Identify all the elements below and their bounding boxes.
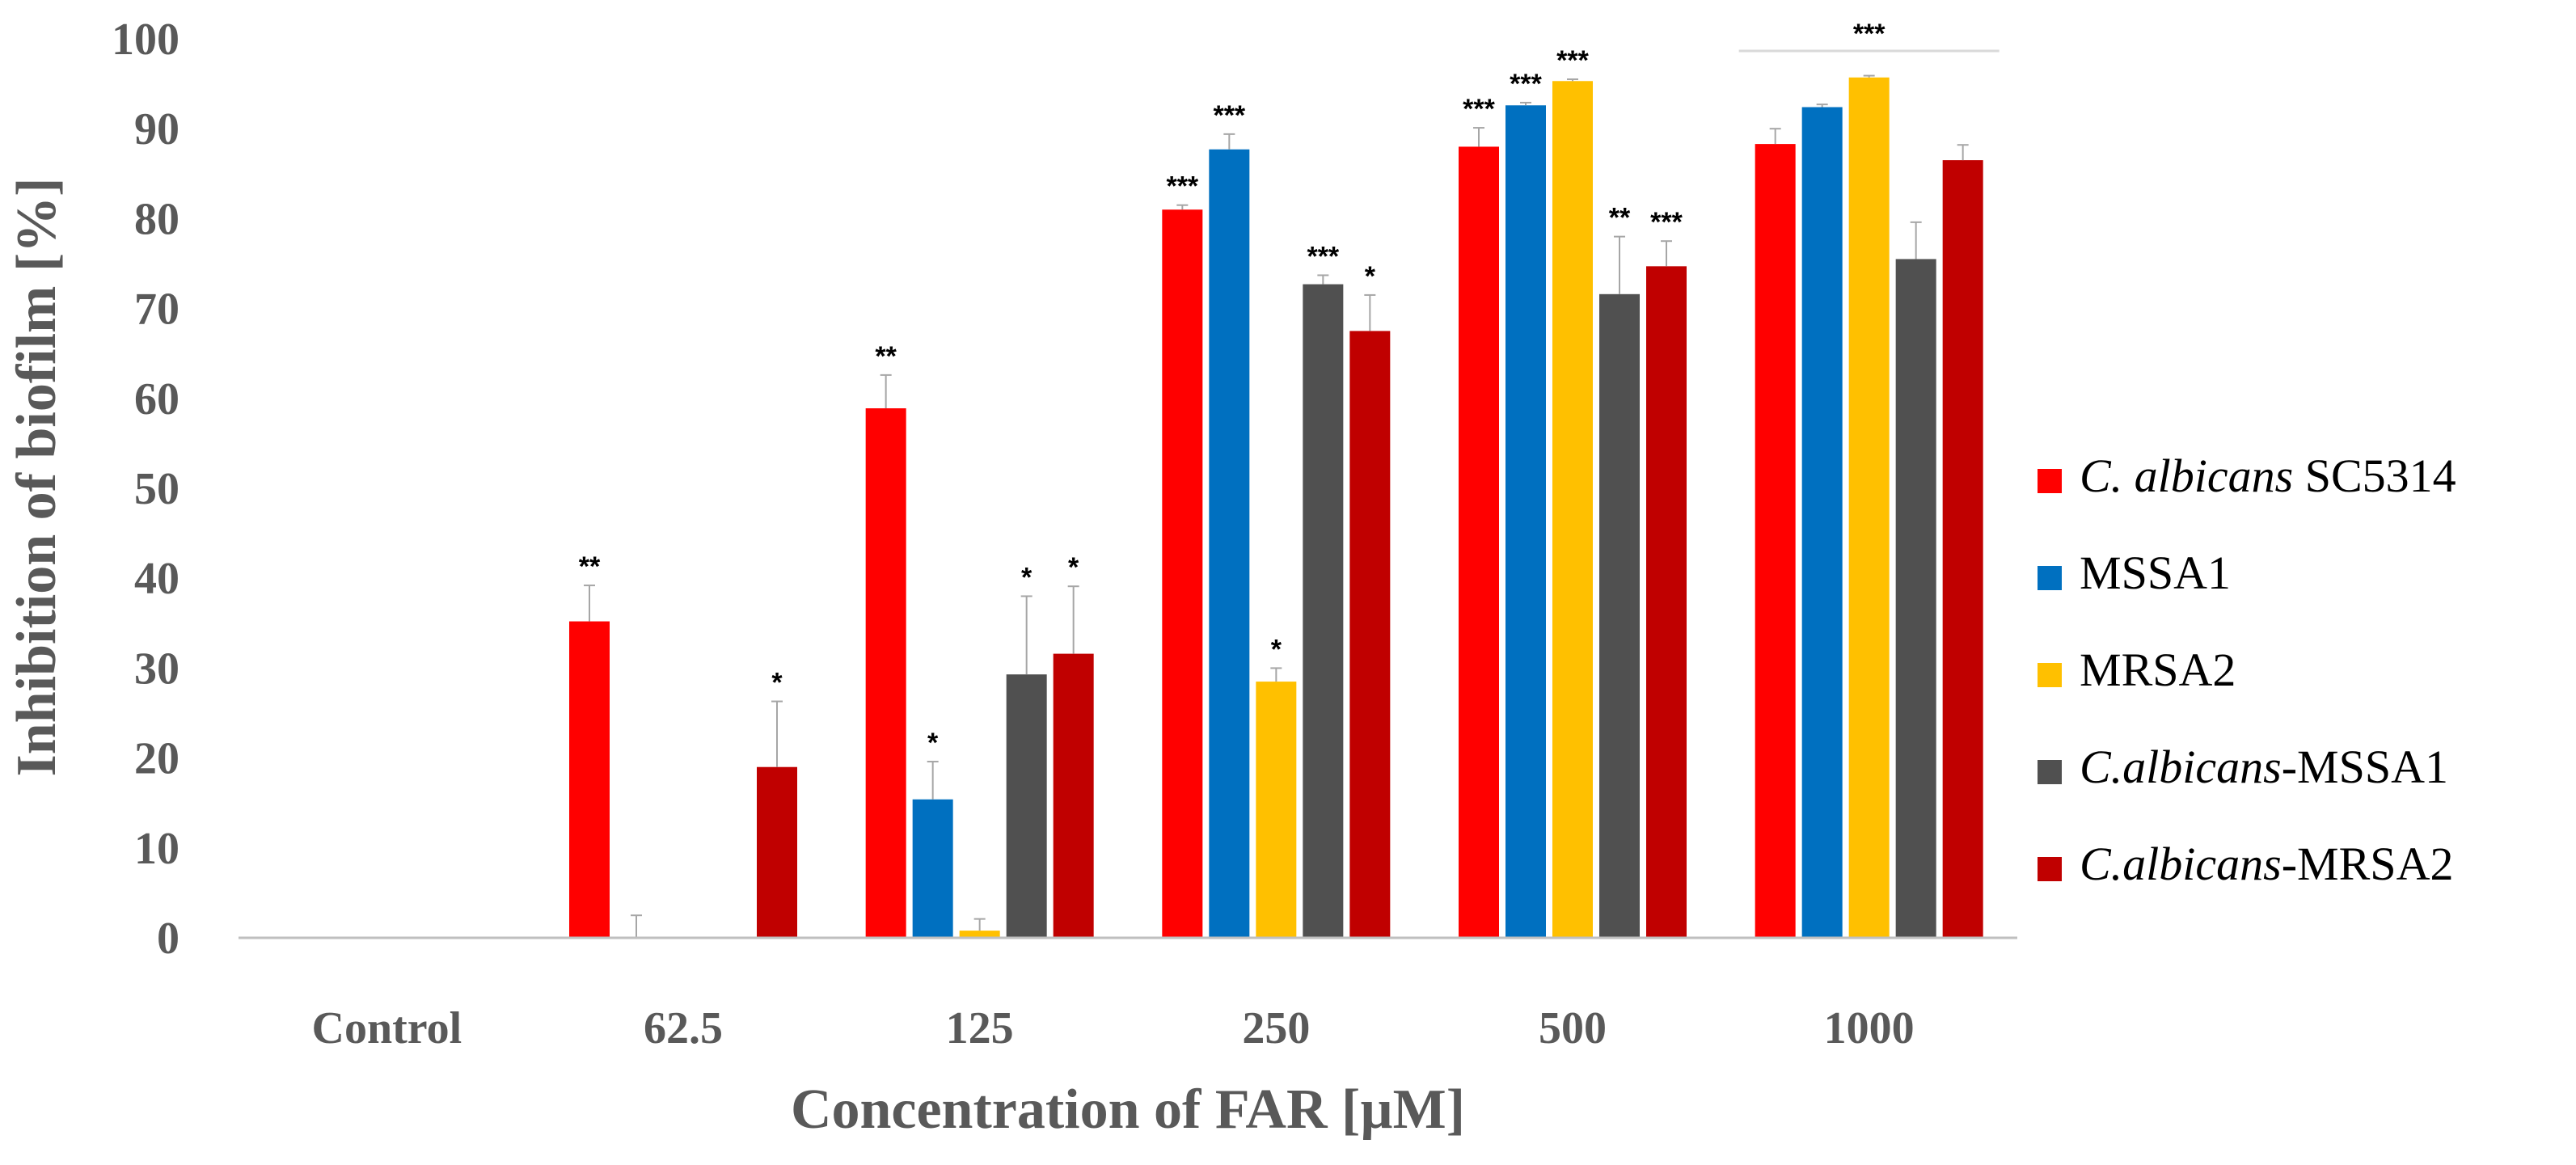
significance-label: * <box>927 728 939 758</box>
bar <box>1162 209 1203 938</box>
legend-label-italic: C. albicans <box>2080 450 2293 502</box>
y-tick-label: 80 <box>134 194 179 244</box>
legend-label-text: MSSA1 <box>2080 547 2231 599</box>
y-tick-label: 30 <box>134 644 179 694</box>
error-bars <box>584 74 1969 938</box>
significance-label: * <box>1068 552 1079 583</box>
bars <box>569 77 1983 939</box>
bar <box>1505 105 1546 939</box>
significance-label: ** <box>1609 203 1631 234</box>
significance-label: ** <box>579 551 601 582</box>
bar <box>1895 259 1936 938</box>
y-tick-label: 0 <box>157 914 179 964</box>
y-axis-title: Inhibition of biofilm [%] <box>6 178 68 777</box>
y-tick-label: 10 <box>134 824 179 874</box>
legend-swatch <box>2038 857 2062 881</box>
x-tick-label: 1000 <box>1824 1003 1915 1053</box>
y-tick-label: 50 <box>134 464 179 514</box>
bar <box>1459 146 1499 938</box>
y-tick-label: 60 <box>134 374 179 424</box>
bar <box>1349 331 1391 938</box>
significance-label: *** <box>1650 207 1683 238</box>
y-axis-ticks: 0 10 20 30 40 50 60 70 80 90 100 <box>112 15 179 964</box>
bar <box>1599 293 1640 939</box>
bar <box>1848 77 1890 938</box>
x-axis-tick-labels: Control 62.5 125 250 500 1000 <box>312 1003 1915 1053</box>
significance-label: *** <box>1213 100 1245 131</box>
legend-label-text: MRSA2 <box>2080 644 2236 696</box>
bar <box>1755 144 1796 938</box>
significance-label: *** <box>1510 69 1542 99</box>
significance-label: * <box>1271 634 1282 665</box>
significance-label: * <box>771 668 783 699</box>
legend-label-italic: C.albicans <box>2080 741 2282 793</box>
x-tick-label: 125 <box>946 1003 1014 1053</box>
legend-label-text: -MRSA2 <box>2282 838 2454 890</box>
bar <box>912 799 953 938</box>
bar <box>1209 149 1250 938</box>
significance-label: * <box>1365 261 1376 292</box>
bar <box>1006 674 1047 938</box>
x-axis-title: Concentration of FAR [µM] <box>791 1078 1465 1141</box>
legend-label: C.albicans-MRSA2 <box>2080 838 2453 890</box>
x-tick-label: 62.5 <box>644 1003 723 1053</box>
bar <box>757 766 797 938</box>
bar <box>1053 653 1094 938</box>
significance-label: *** <box>1463 94 1495 125</box>
significance-labels: ********************************* <box>579 45 1683 758</box>
annotation-label: *** <box>1853 19 1886 49</box>
x-tick-label: Control <box>312 1003 462 1053</box>
legend-label-text: SC5314 <box>2293 450 2456 502</box>
y-tick-label: 70 <box>134 285 179 335</box>
bar <box>1646 266 1687 938</box>
bar <box>1801 107 1843 939</box>
significance-label: * <box>1021 562 1033 593</box>
legend-label: C.albicans-MSSA1 <box>2080 741 2448 793</box>
x-tick-label: 250 <box>1242 1003 1310 1053</box>
legend-swatch <box>2038 760 2062 784</box>
bar <box>1256 682 1297 938</box>
bar <box>1942 160 1983 938</box>
y-tick-label: 40 <box>134 554 179 604</box>
legend-swatch <box>2038 566 2062 590</box>
legend-label-text: -MSSA1 <box>2282 741 2448 793</box>
significance-label: *** <box>1307 241 1339 272</box>
x-tick-label: 500 <box>1539 1003 1607 1053</box>
significance-label: *** <box>1166 171 1198 202</box>
legend: C. albicans SC5314 MSSA1 MRSA2 C.albicans-M… <box>2038 450 2456 890</box>
legend-label-italic: C.albicans <box>2080 838 2282 890</box>
bar <box>865 408 906 939</box>
legend-swatch <box>2038 663 2062 687</box>
y-tick-label: 90 <box>134 104 179 154</box>
legend-label: MRSA2 <box>2080 644 2236 696</box>
bar <box>1303 284 1344 938</box>
y-tick-label: 100 <box>112 15 179 65</box>
group-annotations: *** <box>1738 19 2000 53</box>
legend-swatch <box>2038 469 2062 493</box>
legend-label: MSSA1 <box>2080 547 2231 599</box>
bar <box>1552 81 1593 938</box>
bar <box>569 621 610 938</box>
significance-label: ** <box>875 341 897 372</box>
bar <box>959 931 1000 938</box>
y-tick-label: 20 <box>134 734 179 784</box>
significance-label: *** <box>1556 45 1589 76</box>
legend-label: C. albicans SC5314 <box>2080 450 2456 502</box>
